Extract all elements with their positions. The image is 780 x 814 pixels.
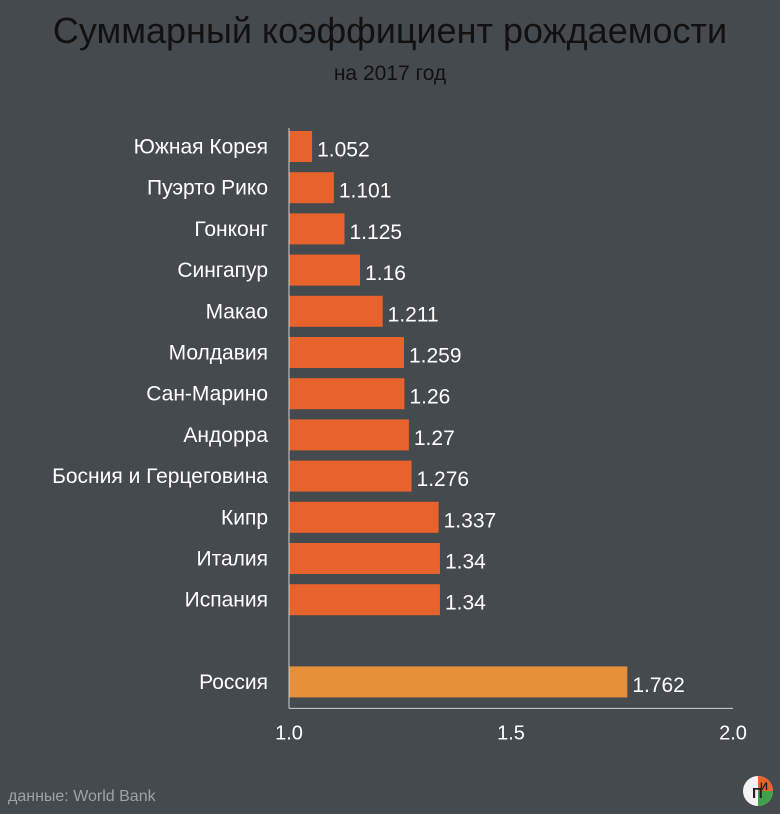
bar [289, 295, 383, 327]
value-label: 1.337 [444, 509, 497, 532]
value-label: 1.101 [339, 180, 392, 203]
bar [289, 666, 628, 698]
bar [289, 584, 440, 616]
value-label: 1.27 [414, 427, 455, 450]
category-label: Гонконг [194, 218, 268, 241]
bar [289, 543, 440, 574]
x-tick-label: 2.0 [719, 722, 747, 744]
value-label: 1.26 [409, 386, 450, 409]
bar [289, 337, 404, 368]
bar [289, 419, 409, 451]
value-label: 1.34 [445, 592, 486, 615]
data-source: данные: World Bank [8, 788, 156, 805]
category-label: Пуэрто Рико [147, 177, 268, 200]
value-label: 1.259 [409, 345, 462, 368]
publisher-logo: П И [743, 776, 773, 806]
category-label: Макао [206, 300, 268, 323]
bar [289, 501, 439, 533]
bar [289, 254, 361, 286]
bar [289, 460, 412, 492]
bar [289, 172, 334, 204]
value-label: 1.276 [417, 468, 470, 491]
category-label: Сан-Марино [146, 383, 268, 406]
value-label: 1.762 [632, 674, 685, 697]
logo-letter-p: П [752, 785, 763, 802]
category-label: Италия [196, 548, 268, 571]
category-label: Испания [185, 589, 268, 612]
value-label: 1.125 [350, 221, 403, 244]
category-label: Сингапур [177, 259, 268, 282]
category-label: Россия [199, 671, 268, 694]
value-label: 1.16 [365, 262, 406, 285]
logo-letter-i: И [760, 781, 768, 793]
bar [289, 378, 405, 410]
chart-subtitle: на 2017 год [333, 62, 447, 85]
bar [289, 213, 345, 245]
x-tick-label: 1.0 [275, 722, 303, 744]
category-label: Андорра [183, 424, 268, 447]
chart-title: Суммарный коэффициент рождаемости [52, 10, 728, 51]
value-label: 1.211 [388, 303, 439, 326]
value-label: 1.052 [317, 139, 370, 162]
bar [289, 131, 313, 162]
value-label: 1.34 [445, 551, 486, 574]
x-tick-label: 1.5 [497, 722, 525, 744]
category-label: Босния и Герцеговина [52, 465, 268, 488]
category-label: Молдавия [169, 342, 268, 365]
category-label: Кипр [221, 506, 268, 529]
category-label: Южная Корея [134, 136, 268, 159]
